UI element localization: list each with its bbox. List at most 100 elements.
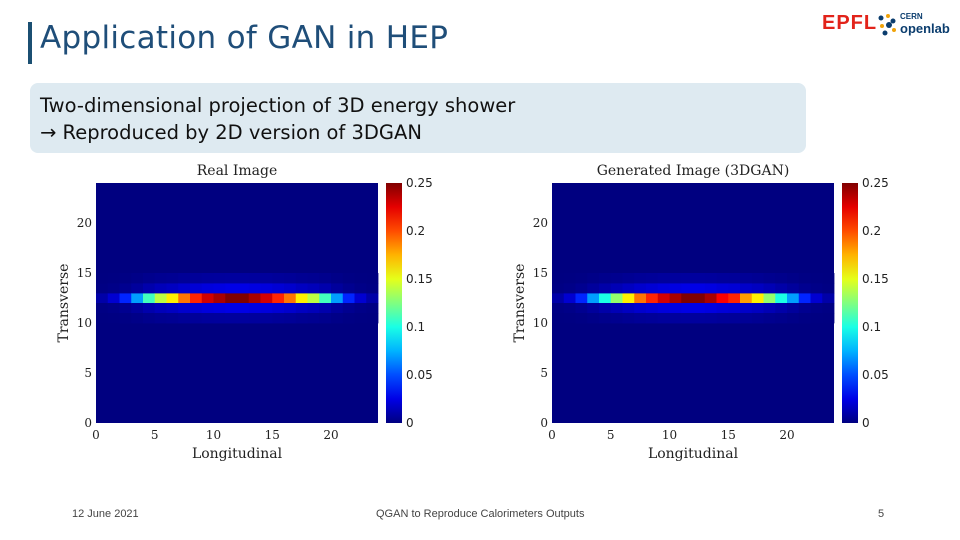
heatmap-cell <box>248 273 261 284</box>
heatmap-cell <box>295 273 308 284</box>
heatmap-cell <box>728 303 741 314</box>
heatmap-cell <box>763 313 776 324</box>
heatmap-cell <box>787 293 800 304</box>
heatmap-cell <box>822 273 835 284</box>
heatmap-cell <box>354 303 367 314</box>
heatmap-cell <box>775 313 788 324</box>
heatmap-cell <box>575 313 588 324</box>
heatmap-cell <box>787 303 800 314</box>
heatmap-cell <box>190 303 203 314</box>
heatmap-cell <box>166 303 179 314</box>
heatmap-cell <box>131 273 144 284</box>
heatmap-cell <box>704 303 717 314</box>
heatmap-cell <box>131 293 144 304</box>
heatmap-cell <box>131 283 144 294</box>
chart-title: Generated Image (3DGAN) <box>597 163 790 179</box>
heatmap-cell <box>307 273 320 284</box>
x-tick-label: 10 <box>662 428 677 442</box>
heatmap-cell <box>166 293 179 304</box>
footer-date: 12 June 2021 <box>72 508 139 520</box>
heatmap-cell <box>154 313 167 324</box>
heatmap-cell <box>366 313 379 324</box>
heatmap-cell <box>657 283 670 294</box>
heatmap-cell <box>166 313 179 324</box>
heatmap-cell <box>704 293 717 304</box>
heatmap-cell <box>201 293 214 304</box>
footer-page-number: 5 <box>878 508 885 520</box>
heatmap-cell <box>657 293 670 304</box>
heatmap-cell <box>272 293 285 304</box>
heatmap-cell <box>178 313 191 324</box>
heatmap-cell <box>587 283 600 294</box>
callout-box: Two-dimensional projection of 3D energy … <box>30 83 806 153</box>
heatmap-cell <box>763 293 776 304</box>
heatmap-cell <box>751 303 764 314</box>
heatmap-cell <box>693 273 706 284</box>
colorbar-tick-label: 0.05 <box>862 368 889 382</box>
heatmap-cell <box>787 273 800 284</box>
heatmap-cell <box>319 283 332 294</box>
heatmap-cell <box>154 293 167 304</box>
heatmap-cell <box>552 283 565 294</box>
heatmap-cell <box>704 273 717 284</box>
heatmap-cell <box>319 303 332 314</box>
heatmap-cell <box>260 313 273 324</box>
x-tick-label: 10 <box>206 428 221 442</box>
heatmap-cell <box>622 313 635 324</box>
heatmap-cell <box>681 303 694 314</box>
heatmap-cell <box>681 273 694 284</box>
colorbar-tick-label: 0.1 <box>406 320 425 334</box>
heatmap-cell <box>775 303 788 314</box>
heatmap-cell <box>143 273 156 284</box>
heatmap-cell <box>798 303 811 314</box>
heatmap-cell <box>599 303 612 314</box>
heatmap-cell <box>728 283 741 294</box>
heatmap-cell <box>681 293 694 304</box>
x-axis-label: Longitudinal <box>648 446 739 462</box>
heatmap-cell <box>563 293 576 304</box>
heatmap-cell <box>810 313 823 324</box>
heatmap-cell <box>284 313 297 324</box>
heatmap-cell <box>260 303 273 314</box>
heatmap-cell <box>331 283 344 294</box>
heatmap-cell <box>610 303 623 314</box>
heatmap-cell <box>295 313 308 324</box>
heatmap-cell <box>119 293 132 304</box>
epfl-logo: EPFL <box>822 12 878 34</box>
heatmap-cell <box>225 283 238 294</box>
heatmap-cell <box>798 283 811 294</box>
heatmap-cell <box>681 283 694 294</box>
heatmap-cell <box>634 283 647 294</box>
heatmap-cell <box>342 293 355 304</box>
heatmap-cell <box>272 313 285 324</box>
colorbar <box>386 183 402 423</box>
heatmap-cell <box>154 303 167 314</box>
heatmap-cell <box>248 313 261 324</box>
colorbar-tick-label: 0.15 <box>406 272 433 286</box>
heatmap-cell <box>646 313 659 324</box>
heatmap-cell <box>272 283 285 294</box>
heatmap-cell <box>225 273 238 284</box>
heatmap-cell <box>716 313 729 324</box>
heatmap-cell <box>143 313 156 324</box>
y-tick-label: 15 <box>77 266 92 280</box>
colorbar-tick-label: 0.15 <box>862 272 889 286</box>
heatmap-cell <box>307 293 320 304</box>
heatmap-cell <box>798 293 811 304</box>
heatmap-cell <box>119 303 132 314</box>
x-tick-label: 20 <box>779 428 794 442</box>
heatmap-cell <box>213 303 226 314</box>
heatmap-cell <box>751 283 764 294</box>
heatmap-cell <box>622 273 635 284</box>
heatmap-cell <box>763 283 776 294</box>
colorbar-tick-label: 0.05 <box>406 368 433 382</box>
heatmap-cell <box>610 293 623 304</box>
heatmap-cell <box>716 273 729 284</box>
heatmap-cell <box>96 293 109 304</box>
heatmap-cell <box>107 303 120 314</box>
heatmap-cell <box>225 293 238 304</box>
heatmap-cell <box>143 303 156 314</box>
heatmap-cell <box>599 283 612 294</box>
heatmap-cell <box>260 273 273 284</box>
y-tick-label: 5 <box>540 366 548 380</box>
